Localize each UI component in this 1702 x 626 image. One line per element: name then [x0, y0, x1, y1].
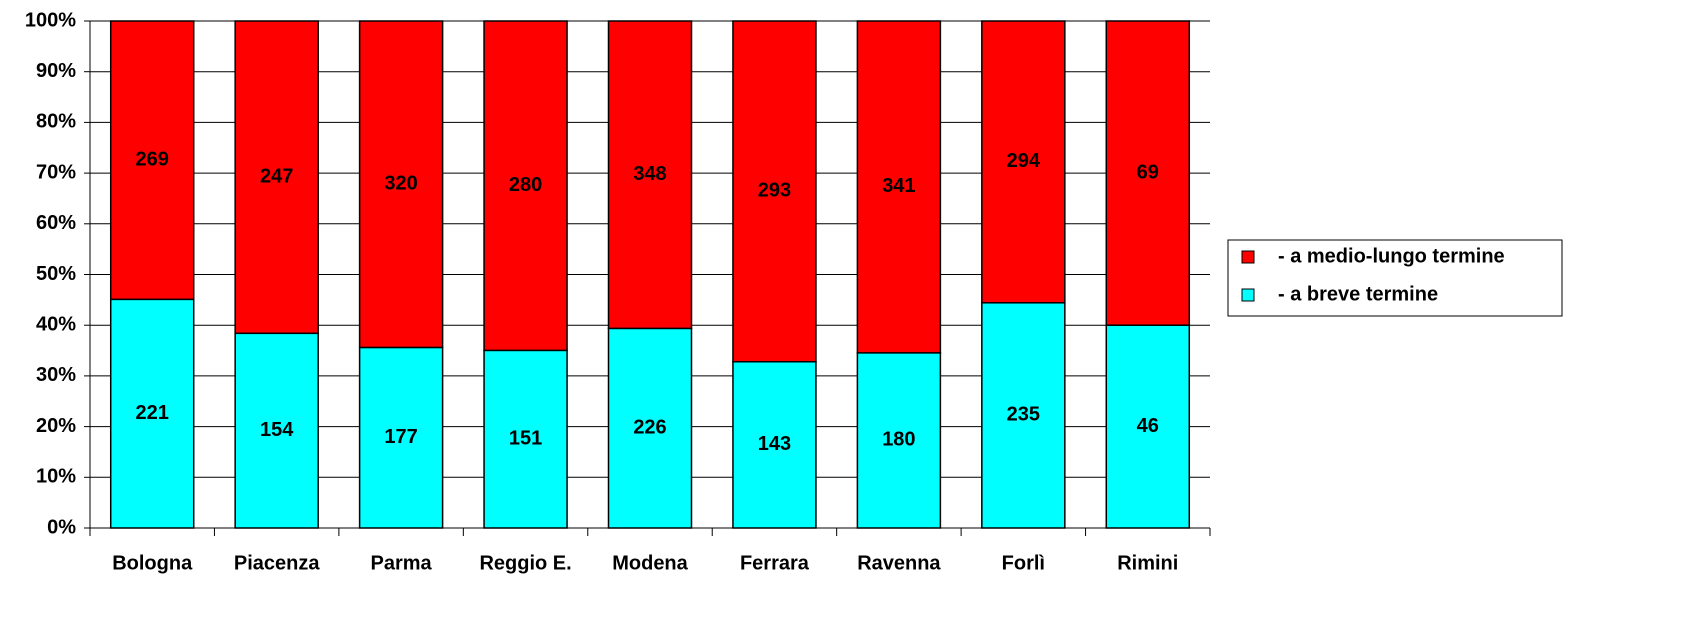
data-label: 180 — [882, 429, 915, 451]
y-tick-label: 70% — [36, 161, 76, 183]
bar-segment — [856, 352, 942, 529]
bar-segment — [358, 346, 444, 529]
data-label: 341 — [882, 175, 915, 197]
y-tick-label: 10% — [36, 466, 76, 488]
x-tick-label: Piacenza — [234, 552, 320, 574]
data-label: 320 — [384, 173, 417, 195]
y-tick-label: 0% — [47, 516, 76, 538]
bar-segment — [1105, 324, 1191, 529]
data-label: 226 — [633, 416, 666, 438]
data-label: 280 — [509, 174, 542, 196]
y-tick-label: 90% — [36, 60, 76, 82]
bar-segment — [981, 20, 1066, 304]
legend-box — [1227, 239, 1563, 317]
bar-segment — [856, 20, 942, 354]
x-tick-label: Ravenna — [857, 552, 941, 574]
bar-segment — [607, 20, 693, 330]
bar-segment — [732, 20, 817, 363]
bar-segment — [483, 349, 568, 529]
y-tick-label: 100% — [25, 9, 76, 31]
data-label: 235 — [1007, 404, 1040, 426]
x-tick-label: Forlì — [1002, 552, 1045, 574]
data-label: 221 — [136, 402, 169, 424]
data-label: 151 — [509, 427, 542, 449]
y-tick-label: 40% — [36, 313, 76, 335]
data-label: 143 — [758, 433, 791, 455]
legend-swatch — [1241, 250, 1255, 264]
data-label: 294 — [1007, 150, 1041, 172]
data-label: 293 — [758, 180, 791, 202]
bar-segment — [981, 302, 1066, 529]
bar-segment — [483, 20, 568, 352]
data-label: 177 — [384, 426, 417, 448]
y-tick-label: 50% — [36, 263, 76, 285]
bar-segment — [234, 20, 319, 335]
x-tick-label: Modena — [612, 552, 688, 574]
bar-segment — [109, 20, 195, 301]
y-tick-label: 60% — [36, 212, 76, 234]
x-tick-label: Bologna — [112, 552, 193, 574]
bar-segment — [358, 20, 444, 349]
legend-label: - a medio-lungo termine — [1278, 245, 1505, 267]
legend-label: - a breve termine — [1278, 283, 1438, 305]
x-tick-label: Rimini — [1117, 552, 1178, 574]
data-label: 247 — [260, 165, 293, 187]
y-tick-label: 30% — [36, 364, 76, 386]
y-tick-label: 20% — [36, 415, 76, 437]
data-label: 269 — [136, 148, 169, 170]
legend-swatch — [1241, 288, 1255, 302]
x-tick-label: Parma — [371, 552, 433, 574]
data-label: 348 — [633, 163, 666, 185]
x-tick-label: Ferrara — [740, 552, 810, 574]
data-label: 46 — [1137, 415, 1159, 437]
data-label: 69 — [1137, 161, 1159, 183]
bar-segment — [1105, 20, 1191, 326]
y-tick-label: 80% — [36, 111, 76, 133]
bar-segment — [732, 360, 817, 529]
x-tick-label: Reggio E. — [479, 552, 571, 574]
bar-segment — [234, 332, 319, 529]
data-label: 154 — [260, 419, 294, 441]
